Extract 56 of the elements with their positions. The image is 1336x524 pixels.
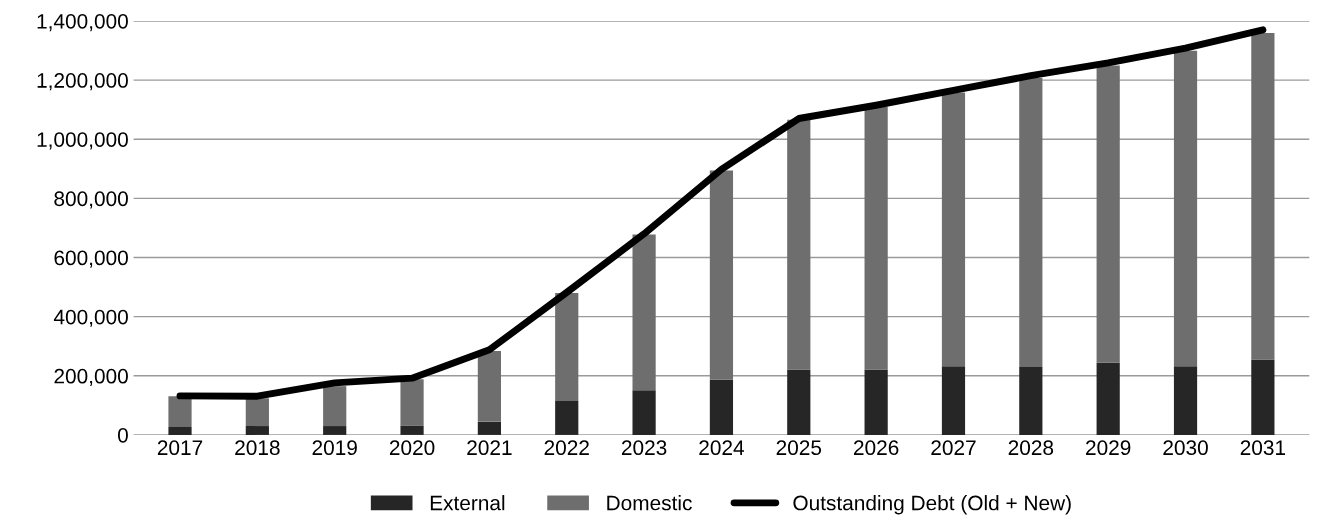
bar (477, 421, 501, 435)
y-tick-label: 200,000 (54, 368, 128, 386)
x-tick-label: 2026 (854, 440, 899, 456)
y-tick-label: 1,400,000 (37, 13, 128, 32)
bar (864, 106, 888, 370)
bar (168, 396, 192, 427)
y-tick-label: 0 (117, 427, 128, 443)
bar (1096, 65, 1120, 363)
x-tick-label: 2020 (389, 440, 435, 456)
bar (477, 350, 501, 422)
x-tick-label: 2025 (776, 440, 822, 456)
x-tick-label: 2019 (312, 440, 357, 456)
bar (1096, 362, 1120, 435)
y-tick-label: 600,000 (54, 250, 128, 268)
y-tick-label: 400,000 (53, 309, 128, 327)
bar (323, 386, 347, 427)
x-tick-label: 2024 (699, 440, 745, 456)
x-tick-label: 2022 (544, 440, 589, 456)
legend-label: Domestic (607, 495, 692, 511)
bar (709, 170, 734, 380)
bar (709, 379, 734, 435)
x-tick-label: 2031 (1240, 440, 1286, 456)
bar (1173, 366, 1198, 435)
bar (555, 292, 579, 401)
bar (400, 425, 424, 435)
bar (555, 400, 579, 435)
x-tick-label: 2027 (931, 440, 976, 456)
bar (787, 119, 811, 370)
bar (787, 369, 811, 435)
x-tick-label: 2021 (467, 440, 512, 456)
bar (245, 398, 269, 427)
y-tick-label: 800,000 (54, 191, 128, 209)
bar (168, 426, 192, 435)
bar (1019, 78, 1043, 367)
x-tick-label: 2018 (235, 440, 280, 456)
bar (632, 390, 656, 435)
bar (323, 426, 347, 435)
bar (400, 379, 424, 426)
x-tick-label: 2029 (1086, 440, 1131, 456)
bar (1173, 50, 1198, 367)
bar (1019, 366, 1043, 435)
legend-label: External (430, 495, 505, 511)
x-tick-label: 2028 (1008, 440, 1054, 456)
x-tick-label: 2023 (621, 440, 667, 456)
bar (1251, 359, 1275, 435)
legend-label: Outstanding Debt (Old + New) (793, 495, 1071, 515)
bar (941, 92, 966, 367)
y-tick-label: 1,200,000 (37, 73, 128, 91)
bar (632, 234, 656, 391)
bar (1251, 33, 1275, 360)
x-tick-label: 2030 (1163, 440, 1208, 456)
x-tick-label: 2017 (157, 440, 203, 456)
bar (245, 426, 269, 435)
bar (941, 366, 966, 435)
y-tick-label: 1,000,000 (37, 132, 128, 150)
bar (864, 369, 888, 435)
